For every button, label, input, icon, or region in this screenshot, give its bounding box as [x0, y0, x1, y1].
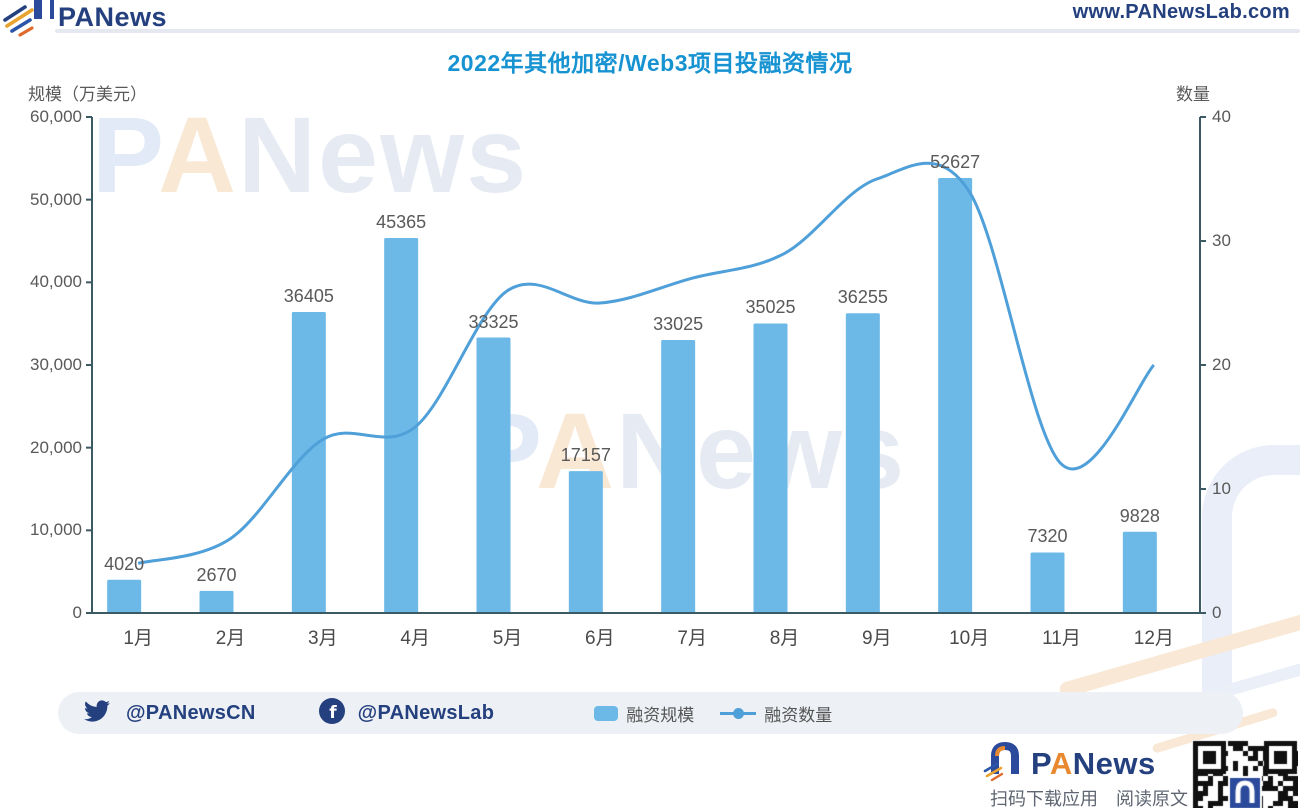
x-axis-label: 10月: [949, 628, 990, 649]
watermark-panews-center: PANews: [470, 388, 906, 513]
x-axis-label: 8月: [769, 628, 800, 649]
y-axis-tick-label: 60,000: [30, 107, 82, 126]
x-axis-label: 11月: [1042, 628, 1081, 649]
qr-code-canvas: [1192, 740, 1298, 808]
panews-logo-header: PANews: [2, 0, 167, 42]
panews-logo-icon: [2, 0, 58, 42]
panews-logo-text-bottom: PANews: [1031, 746, 1156, 782]
website-url: www.PANewsLab.com: [1072, 1, 1290, 23]
bar-value-label: 4020: [104, 553, 145, 574]
bar-3月: [291, 312, 326, 613]
facebook-handle[interactable]: @PANewsLab: [357, 701, 495, 724]
logo-letter: P: [58, 2, 75, 32]
bar-value-label: 45365: [376, 211, 427, 232]
chart-title: 2022年其他加密/Web3项目投融资情况: [447, 50, 853, 76]
bar-value-label: 33025: [653, 313, 704, 334]
qr-tagline: 扫码下载应用 阅读原文: [990, 789, 1188, 808]
bar-value-label: 7320: [1027, 526, 1068, 547]
watermark-n-glyph: [1202, 445, 1300, 725]
right-axis-tick-label: 20: [1212, 355, 1231, 374]
watermark-letter: News: [616, 390, 907, 511]
x-axis-label: 3月: [308, 628, 338, 649]
watermark-letter: A: [158, 94, 239, 215]
chart-legend: 融资规模 融资数量: [594, 701, 832, 726]
watermark-letter: P: [92, 94, 159, 215]
x-axis-label: 1月: [123, 628, 153, 649]
legend-bar-swatch[interactable]: [594, 705, 619, 721]
social-bar: @PANewsCN f @PANewsLab 融资规模 融资数量: [58, 692, 1243, 734]
x-axis-label: 9月: [862, 628, 892, 649]
watermark-panews-top: PANews: [92, 92, 528, 217]
bar-6月: [568, 471, 603, 613]
left-axis-title: 规模（万美元）: [28, 85, 147, 104]
bar-value-label: 9828: [1119, 505, 1160, 526]
bar-11月: [1030, 552, 1065, 613]
twitter-handle[interactable]: @PANewsCN: [126, 701, 256, 724]
y-axis-tick-label: 10,000: [30, 520, 82, 540]
y-axis-tick-label: 40,000: [30, 272, 82, 292]
watermark-letter: A: [536, 390, 617, 511]
right-axis-tick-label: 40: [1212, 107, 1231, 126]
watermark-letter: News: [238, 94, 529, 215]
logo-letter: News: [94, 2, 168, 32]
bar-2月: [199, 590, 234, 613]
bar-7月: [661, 339, 696, 613]
panews-logo-text: PANews: [58, 2, 167, 33]
x-axis-label: 6月: [585, 628, 615, 649]
legend-bar-label[interactable]: 融资规模: [626, 705, 695, 725]
watermark-letter: P: [470, 390, 537, 511]
x-axis-label: 4月: [400, 628, 430, 649]
x-axis-label: 7月: [677, 628, 707, 649]
bar-9月: [845, 313, 880, 613]
bar-4月: [384, 237, 419, 613]
bar-1月: [107, 579, 142, 613]
bar-value-label: 52627: [930, 151, 981, 172]
y-axis-tick-label: 50,000: [30, 189, 82, 209]
bar-value-label: 35025: [745, 297, 796, 318]
y-axis-tick-label: 20,000: [30, 437, 82, 457]
logo-letter: P: [1031, 745, 1050, 781]
right-axis-title: 数量: [1176, 85, 1210, 104]
bar-5月: [476, 337, 511, 613]
facebook-icon[interactable]: f: [318, 697, 346, 730]
y-axis-tick-label: 0: [72, 603, 82, 622]
bar-value-label: 36405: [283, 286, 334, 307]
bar-value-label: 17157: [560, 445, 611, 466]
x-axis-label: 2月: [215, 628, 246, 649]
twitter-icon[interactable]: [82, 698, 112, 729]
logo-letter: News: [1072, 745, 1156, 781]
x-axis-label: 12月: [1133, 628, 1174, 649]
line-series: [137, 161, 1155, 565]
bar-8月: [753, 323, 788, 613]
legend-line-dot: [733, 707, 745, 719]
logo-letter: A: [74, 2, 95, 32]
svg-text:f: f: [329, 703, 337, 723]
qr-code: [1192, 740, 1298, 808]
header-divider: [55, 29, 1300, 33]
panews-n-icon: [983, 740, 1025, 787]
y-axis-tick-label: 30,000: [30, 355, 82, 374]
bar-value-label: 36255: [837, 287, 888, 308]
x-axis-label: 5月: [492, 628, 523, 649]
legend-line-label[interactable]: 融资数量: [764, 705, 833, 725]
bar-value-label: 2670: [196, 564, 237, 585]
logo-letter: A: [1049, 745, 1073, 781]
bar-10月: [938, 177, 973, 613]
legend-line-marker[interactable]: [720, 707, 757, 719]
bar-value-label: 33325: [468, 311, 519, 332]
right-axis-tick-label: 30: [1212, 231, 1231, 250]
bar-12月: [1122, 531, 1157, 613]
panews-logo-bottom: PANews: [983, 740, 1156, 787]
